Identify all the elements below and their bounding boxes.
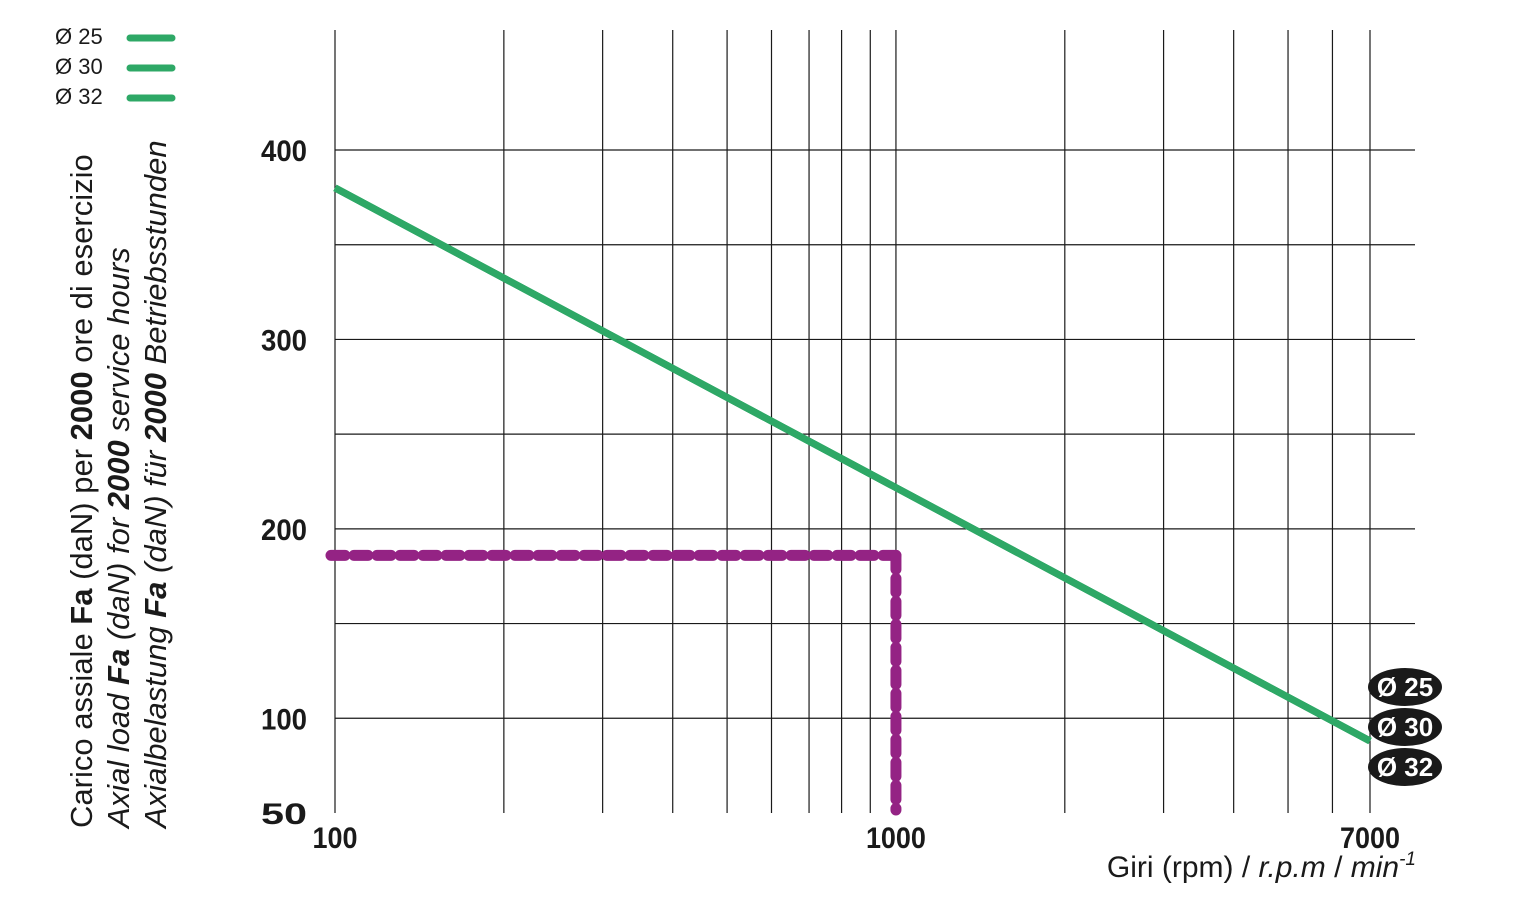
y-axis-label-part: Fa xyxy=(64,588,99,625)
y-axis-label-part: Fa xyxy=(138,582,173,618)
y-axis-label-part: service hours xyxy=(101,247,136,440)
end-badge-label: Ø 25 xyxy=(1377,672,1433,702)
end-badge-label: Ø 32 xyxy=(1377,752,1433,782)
data-line xyxy=(333,184,1372,745)
x-tick-label: 100 xyxy=(313,822,358,855)
y-axis-label: Axialbelastung Fa (daN) für 2000 Betrieb… xyxy=(138,140,173,830)
y-axis-label-part: Betriebsstunden xyxy=(138,140,173,373)
x-tick-label: 7000 xyxy=(1340,822,1400,855)
y-axis-label-part: 2000 xyxy=(138,373,173,443)
legend-label: Ø 30 xyxy=(55,54,103,79)
y-tick-label: 400 xyxy=(261,135,307,168)
y-tick-label: 50 xyxy=(261,798,307,831)
x-tick-label: 1000 xyxy=(866,822,926,855)
y-axis-label-part: 2000 xyxy=(101,440,136,510)
y-axis-label-part: (daN) per xyxy=(64,440,99,588)
y-axis-label: Axial load Fa (daN) for 2000 service hou… xyxy=(101,247,136,830)
x-axis-label-part: Giri (rpm) / xyxy=(1107,851,1259,884)
x-axis-label-part: / xyxy=(1326,851,1351,884)
y-axis-label-part: Carico assiale xyxy=(64,625,99,828)
y-axis-label-part: Fa xyxy=(101,649,136,685)
y-tick-label: 300 xyxy=(261,324,307,357)
y-axis-label-part: (daN) for xyxy=(101,509,136,649)
x-axis-label-part: r.p.m xyxy=(1259,851,1326,884)
y-axis-label-part: Axialbelastung xyxy=(138,618,173,830)
legend-label: Ø 25 xyxy=(55,24,103,49)
x-axis-label: Giri (rpm) / r.p.m / min-1 xyxy=(1107,849,1416,884)
y-axis-label-part: 2000 xyxy=(64,371,99,440)
y-axis-label-part: Axial load xyxy=(101,685,136,830)
y-tick-label: 200 xyxy=(261,514,307,547)
y-axis-label: Carico assiale Fa (daN) per 2000 ore di … xyxy=(64,154,99,828)
end-badge xyxy=(1368,708,1442,746)
y-tick-label: 100 xyxy=(261,703,307,736)
end-badge-label: Ø 30 xyxy=(1377,712,1433,742)
end-badge xyxy=(1368,748,1442,786)
x-axis-label-part: min xyxy=(1351,851,1399,884)
legend-label: Ø 32 xyxy=(55,84,103,109)
y-axis-label-part: (daN) für xyxy=(138,442,173,582)
y-axis-label-part: ore di esercizio xyxy=(64,154,99,371)
end-badge xyxy=(1368,668,1442,706)
x-axis-label-part: -1 xyxy=(1399,849,1416,870)
